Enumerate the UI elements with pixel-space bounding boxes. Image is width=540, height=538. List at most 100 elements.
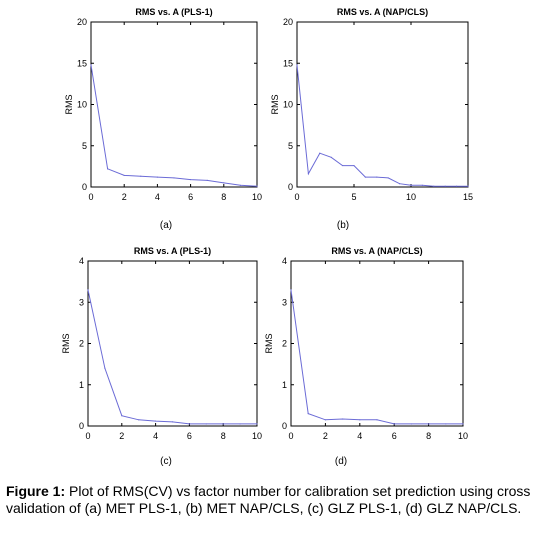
- rms-data-point: [359, 419, 361, 421]
- figure-panels: RMS vs. A (PLS-1)0 2 4 6 8 1005101520RMS(a)RM…: [61, 7, 473, 467]
- y-tick-label: 10: [283, 100, 293, 110]
- rms-data-point: [90, 64, 92, 66]
- x-tick-label: 4: [357, 431, 362, 441]
- y-tick-label: 1: [79, 380, 84, 390]
- x-tick-label: 10: [252, 431, 262, 441]
- rms-data-point: [342, 418, 344, 420]
- y-tick-label: 3: [79, 297, 84, 307]
- rms-data-point: [393, 423, 395, 425]
- plot-frame: [87, 260, 258, 427]
- y-tick-label: 0: [282, 421, 287, 431]
- rms-data-point: [410, 423, 412, 425]
- x-tick-label: 0: [85, 431, 90, 441]
- x-tick-label: 0: [288, 431, 293, 441]
- x-tick-label: 8: [221, 431, 226, 441]
- chart-title: RMS vs. A (NAP/CLS): [337, 7, 428, 17]
- rms-data-point: [324, 419, 326, 421]
- y-axis-label: RMS: [264, 334, 274, 354]
- caption-label: Figure 1:: [6, 483, 66, 499]
- y-tick-label: 20: [77, 17, 87, 27]
- x-tick-label: 2: [119, 431, 124, 441]
- rms-data-point: [87, 289, 89, 291]
- y-tick-label: 10: [77, 100, 87, 110]
- rms-data-point: [462, 423, 464, 425]
- y-axis-label: RMS: [64, 95, 74, 115]
- rms-data-point: [256, 423, 258, 425]
- y-tick-label: 0: [288, 182, 293, 192]
- rms-data-point: [387, 177, 389, 179]
- rms-data-point: [410, 184, 412, 186]
- rms-data-point: [256, 185, 258, 187]
- rms-data-point: [353, 164, 355, 167]
- y-tick-label: 0: [82, 182, 87, 192]
- x-tick-label: 0: [294, 192, 299, 202]
- plot-frame: [296, 21, 469, 188]
- y-tick-label: 5: [82, 141, 87, 151]
- rms-data-point: [104, 367, 106, 369]
- panel-label: (c): [160, 456, 172, 467]
- x-tick-label: 6: [188, 192, 193, 202]
- x-tick-label: 8: [221, 192, 226, 202]
- rms-data-point: [138, 419, 140, 421]
- rms-data-point: [222, 423, 224, 425]
- rms-data-point: [296, 64, 298, 66]
- y-tick-label: 15: [283, 58, 293, 68]
- y-tick-label: 20: [283, 17, 293, 27]
- rms-data-point: [376, 176, 378, 178]
- y-tick-label: 2: [79, 339, 84, 349]
- x-tick-label: 10: [252, 192, 262, 202]
- y-tick-label: 2: [282, 339, 287, 349]
- rms-data-point: [330, 156, 332, 158]
- rms-data-point: [433, 185, 435, 187]
- rms-data-point: [156, 176, 158, 178]
- x-tick-label: 10: [406, 192, 416, 202]
- rms-data-point: [307, 173, 309, 175]
- x-tick-label: 0: [88, 192, 93, 202]
- chart-title: RMS vs. A (PLS-1): [135, 7, 212, 17]
- y-tick-label: 3: [282, 297, 287, 307]
- x-tick-label: 6: [392, 431, 397, 441]
- rms-data-point: [307, 413, 309, 415]
- rms-series-line: [296, 64, 468, 187]
- x-tick-label: 6: [187, 431, 192, 441]
- rms-data-point: [290, 289, 292, 291]
- rms-data-point: [456, 185, 458, 187]
- rms-data-point: [428, 423, 430, 425]
- x-tick-label: 2: [323, 431, 328, 441]
- figure-caption: Figure 1: Plot of RMS(CV) vs factor numb…: [6, 483, 536, 517]
- rms-data-point: [121, 415, 123, 417]
- x-tick-label: 15: [463, 192, 473, 202]
- rms-data-point: [444, 185, 446, 187]
- rms-data-point: [155, 420, 157, 422]
- caption-text: Plot of RMS(CV) vs factor number for cal…: [6, 483, 531, 516]
- rms-series-line: [290, 289, 463, 425]
- y-tick-label: 5: [288, 141, 293, 151]
- y-tick-label: 0: [79, 421, 84, 431]
- rms-data-point: [319, 152, 321, 154]
- rms-data-point: [239, 184, 241, 186]
- y-axis-label: RMS: [270, 95, 280, 115]
- plot-frame: [290, 260, 464, 427]
- x-tick-label: 5: [351, 192, 356, 202]
- panel-label: (a): [160, 220, 172, 231]
- x-tick-label: 10: [458, 431, 468, 441]
- rms-data-point: [342, 164, 344, 167]
- y-tick-label: 4: [79, 256, 84, 266]
- rms-data-point: [399, 183, 401, 185]
- rms-series-line: [87, 289, 257, 425]
- panel-label: (b): [337, 220, 349, 231]
- rms-data-point: [107, 168, 109, 170]
- rms-data-point: [205, 423, 207, 425]
- chart-title: RMS vs. A (NAP/CLS): [331, 246, 422, 256]
- rms-data-point: [123, 174, 125, 177]
- x-tick-label: 4: [155, 192, 160, 202]
- rms-data-point: [467, 185, 469, 187]
- rms-data-point: [171, 421, 174, 423]
- plot-frame: [90, 21, 258, 188]
- rms-data-point: [445, 423, 447, 425]
- rms-data-point: [364, 176, 366, 178]
- rms-data-point: [206, 179, 208, 181]
- panel-label: (d): [335, 456, 347, 467]
- rms-data-point: [376, 419, 378, 421]
- rms-data-point: [140, 175, 142, 177]
